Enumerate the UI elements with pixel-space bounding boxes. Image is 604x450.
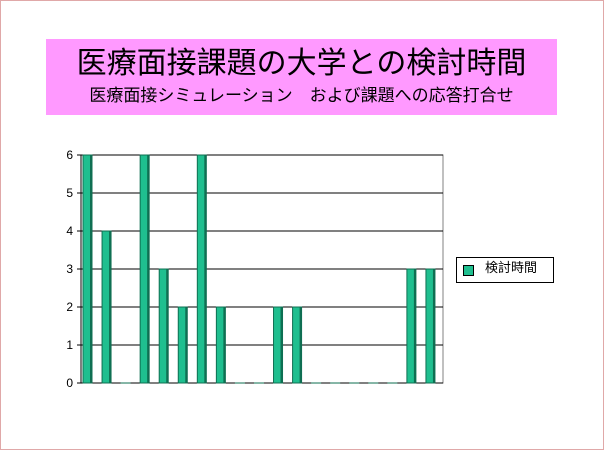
bar-shadow [90, 155, 92, 383]
bar-shadow [185, 307, 188, 383]
bar-shadow [109, 231, 112, 383]
bar-shadow [166, 269, 169, 383]
chart-legend: 検討時間 [456, 257, 554, 283]
page-title: 医療面接課題の大学との検討時間 [76, 46, 527, 81]
page-subtitle: 医療面接シミュレーション および課題への応答打合せ [89, 86, 514, 106]
y-tick-label: 2 [66, 300, 73, 314]
bar-shadow [413, 269, 416, 383]
y-tick-label: 1 [66, 338, 73, 352]
bar-shadow [299, 307, 302, 383]
title-box: 医療面接課題の大学との検討時間 医療面接シミュレーション および課題への応答打合… [46, 39, 557, 115]
y-tick-label: 4 [66, 224, 73, 238]
bar-shadow [223, 307, 226, 383]
y-tick-label: 5 [66, 186, 73, 200]
y-tick-label: 0 [66, 376, 73, 390]
bar-shadow [204, 155, 207, 383]
bar-shadow [280, 307, 283, 383]
y-tick-label: 6 [66, 148, 73, 162]
bar-shadow [432, 269, 435, 383]
legend-label: 検討時間 [485, 261, 538, 276]
bar-shadow [147, 155, 150, 383]
legend-swatch [463, 265, 474, 276]
y-tick-label: 3 [66, 262, 73, 276]
